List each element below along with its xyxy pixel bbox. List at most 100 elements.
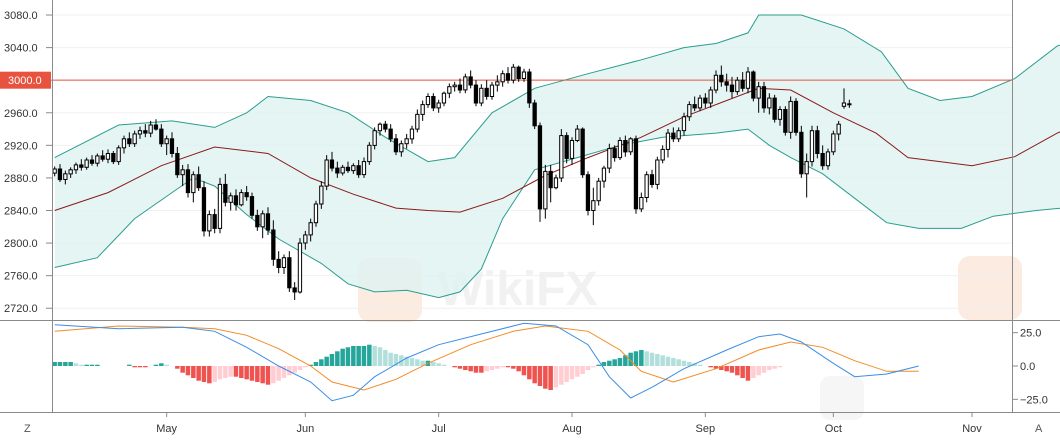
candle[interactable] — [121, 135, 127, 154]
candle[interactable] — [57, 164, 63, 182]
candle[interactable] — [729, 76, 735, 99]
candle[interactable] — [404, 133, 409, 149]
candle[interactable] — [239, 189, 244, 207]
candle[interactable] — [543, 164, 548, 219]
candle[interactable] — [175, 146, 180, 178]
candle[interactable] — [532, 99, 537, 130]
candle[interactable] — [329, 151, 335, 172]
candle[interactable] — [671, 127, 676, 143]
candle[interactable] — [825, 148, 831, 170]
candle[interactable] — [847, 99, 852, 108]
candle[interactable] — [212, 208, 217, 234]
candle[interactable] — [521, 68, 527, 82]
time-axis[interactable]: May Jun Jul Aug Sep Oct Nov — [156, 412, 982, 435]
candle[interactable] — [207, 210, 212, 237]
candle[interactable] — [692, 96, 697, 112]
candle[interactable] — [713, 70, 719, 94]
candle[interactable] — [340, 164, 345, 176]
macd-axis[interactable]: 25.0 0.0 −25.0 — [1012, 328, 1048, 407]
left-corner-button[interactable]: Z — [16, 418, 38, 438]
candle[interactable] — [537, 122, 543, 222]
macd-panel[interactable] — [52, 322, 919, 402]
candle[interactable] — [281, 254, 287, 275]
candle[interactable] — [628, 137, 633, 156]
candle[interactable] — [676, 127, 681, 143]
candle[interactable] — [463, 73, 468, 94]
candle[interactable] — [601, 165, 607, 188]
right-corner-button-bg[interactable] — [1028, 418, 1050, 438]
candle[interactable] — [137, 126, 143, 139]
candle[interactable] — [719, 65, 724, 87]
candle[interactable] — [836, 120, 841, 141]
candle[interactable] — [655, 156, 660, 190]
candle[interactable] — [319, 181, 324, 209]
candle[interactable] — [313, 200, 319, 227]
candle[interactable] — [111, 151, 116, 165]
candle[interactable] — [393, 133, 399, 156]
candle[interactable] — [527, 68, 532, 108]
candle[interactable] — [708, 86, 713, 108]
candle[interactable] — [201, 181, 207, 237]
candle[interactable] — [473, 80, 479, 107]
candle[interactable] — [420, 100, 425, 121]
candle[interactable] — [516, 65, 521, 82]
candle[interactable] — [697, 94, 703, 112]
candle[interactable] — [585, 171, 591, 216]
candle[interactable] — [68, 167, 73, 178]
candle[interactable] — [228, 192, 233, 211]
candle[interactable] — [479, 84, 484, 107]
candle[interactable] — [660, 145, 665, 164]
candle[interactable] — [303, 230, 308, 250]
candle[interactable] — [495, 75, 500, 92]
candle[interactable] — [799, 125, 804, 178]
candle[interactable] — [255, 209, 260, 231]
candle[interactable] — [409, 125, 415, 144]
candle[interactable] — [447, 83, 452, 99]
candle[interactable] — [287, 251, 292, 292]
candle[interactable] — [249, 192, 255, 219]
candle[interactable] — [260, 210, 265, 239]
candle[interactable] — [793, 98, 799, 136]
candle[interactable] — [127, 132, 132, 147]
candle[interactable] — [431, 93, 436, 112]
candle[interactable] — [841, 88, 847, 109]
candle[interactable] — [436, 99, 441, 113]
candle[interactable] — [745, 67, 751, 94]
candle[interactable] — [153, 119, 159, 131]
candle[interactable] — [148, 120, 153, 138]
candle[interactable] — [623, 135, 628, 157]
candle[interactable] — [804, 153, 809, 198]
candle[interactable] — [89, 155, 95, 166]
candle[interactable] — [367, 142, 372, 165]
candle[interactable] — [724, 73, 729, 92]
candle[interactable] — [292, 282, 297, 301]
candle[interactable] — [681, 112, 687, 136]
candle[interactable] — [159, 124, 164, 147]
candle[interactable] — [511, 63, 516, 84]
candle[interactable] — [185, 164, 191, 198]
candle[interactable] — [484, 80, 489, 100]
right-corner-button[interactable]: A — [1028, 418, 1050, 438]
candle[interactable] — [756, 81, 761, 113]
candle[interactable] — [388, 124, 393, 143]
candle[interactable] — [788, 96, 793, 139]
candle[interactable] — [468, 70, 473, 89]
candle[interactable] — [351, 163, 356, 174]
candle[interactable] — [612, 145, 617, 162]
candle[interactable] — [244, 186, 249, 201]
candle[interactable] — [767, 93, 772, 115]
candle[interactable] — [425, 93, 431, 108]
candle[interactable] — [639, 192, 644, 213]
candle[interactable] — [399, 140, 404, 157]
candle[interactable] — [761, 81, 767, 113]
candle[interactable] — [505, 67, 511, 84]
candle[interactable] — [383, 120, 388, 133]
candle[interactable] — [740, 72, 745, 92]
candle[interactable] — [591, 187, 596, 226]
candle[interactable] — [335, 161, 340, 178]
candle[interactable] — [372, 127, 377, 150]
candle[interactable] — [164, 135, 169, 156]
candle[interactable] — [575, 124, 580, 143]
candle[interactable] — [783, 106, 788, 136]
candle[interactable] — [452, 81, 457, 92]
